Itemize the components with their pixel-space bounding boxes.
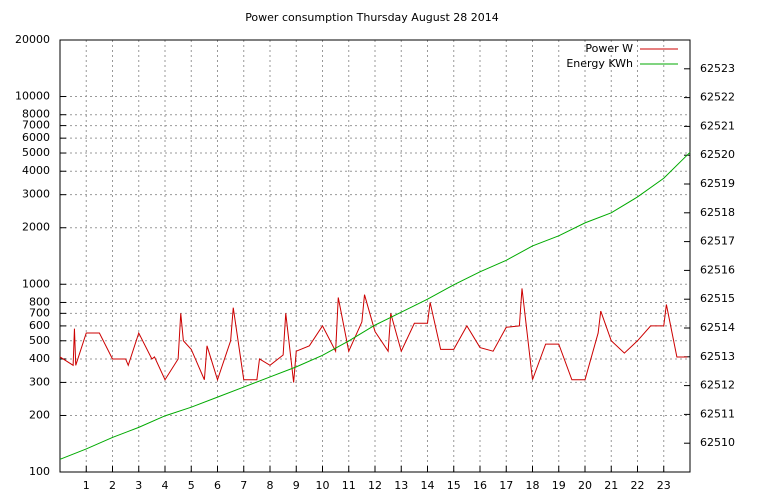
x-tick-label: 8 xyxy=(267,479,274,492)
data-line xyxy=(59,288,688,383)
x-tick-label: 18 xyxy=(526,479,540,492)
x-tick-label: 5 xyxy=(188,479,195,492)
y-tick-label: 5000 xyxy=(22,146,50,159)
x-tick-label: 12 xyxy=(368,479,382,492)
y-tick-label: 20000 xyxy=(15,33,50,46)
y-tick-label: 4000 xyxy=(22,164,50,177)
x-tick-label: 21 xyxy=(604,479,618,492)
y2-tick-label: 62510 xyxy=(700,436,735,449)
y-tick-label: 6000 xyxy=(22,131,50,144)
plot-frame xyxy=(59,39,691,473)
data-line xyxy=(59,151,691,460)
y2-tick-label: 62521 xyxy=(700,119,735,132)
x-tick-label: 4 xyxy=(162,479,169,492)
y-tick-label: 100 xyxy=(29,465,50,478)
x-tick-label: 9 xyxy=(293,479,300,492)
x-tick-label: 11 xyxy=(342,479,356,492)
y2-tick-label: 62517 xyxy=(700,235,735,248)
x-tick-label: 19 xyxy=(552,479,566,492)
y-tick-label: 300 xyxy=(29,375,50,388)
x-tick-label: 13 xyxy=(394,479,408,492)
y-tick-label: 8000 xyxy=(22,108,50,121)
y-tick-label: 500 xyxy=(29,334,50,347)
y2-tick-label: 62511 xyxy=(700,407,735,420)
y-tick-label: 600 xyxy=(29,319,50,332)
x-tick-label: 3 xyxy=(135,479,142,492)
y2-tick-label: 62519 xyxy=(700,177,735,190)
y2-tick-label: 62523 xyxy=(700,62,735,75)
chart-title: Power consumption Thursday August 28 201… xyxy=(245,11,499,24)
x-tick-label: 15 xyxy=(447,479,461,492)
x-tick-label: 20 xyxy=(578,479,592,492)
x-tick-label: 23 xyxy=(657,479,671,492)
x-tick-label: 10 xyxy=(316,479,330,492)
x-tick-label: 22 xyxy=(631,479,645,492)
x-tick-label: 17 xyxy=(499,479,513,492)
y2-tick-label: 62512 xyxy=(700,379,735,392)
y-tick-label: 400 xyxy=(29,352,50,365)
y-tick-label: 800 xyxy=(29,295,50,308)
x-tick-label: 2 xyxy=(109,479,116,492)
x-tick-label: 16 xyxy=(473,479,487,492)
y2-tick-label: 62515 xyxy=(700,292,735,305)
x-tick-label: 6 xyxy=(214,479,221,492)
y-tick-label: 1000 xyxy=(22,277,50,290)
y2-tick-label: 62514 xyxy=(700,321,735,334)
y-tick-label: 2000 xyxy=(22,221,50,234)
y-tick-label: 7000 xyxy=(22,119,50,132)
y-tick-label: 200 xyxy=(29,408,50,421)
x-tick-label: 7 xyxy=(240,479,247,492)
y-tick-label: 3000 xyxy=(22,188,50,201)
legend-label: Energy KWh xyxy=(566,57,633,70)
y2-tick-label: 62522 xyxy=(700,91,735,104)
x-tick-label: 1 xyxy=(83,479,90,492)
y2-tick-label: 62513 xyxy=(700,350,735,363)
legend-label: Power W xyxy=(585,42,633,55)
y2-tick-label: 62518 xyxy=(700,206,735,219)
y2-tick-label: 62520 xyxy=(700,148,735,161)
y2-tick-label: 62516 xyxy=(700,263,735,276)
x-tick-label: 14 xyxy=(421,479,435,492)
y-tick-label: 10000 xyxy=(15,90,50,103)
y-tick-label: 700 xyxy=(29,306,50,319)
